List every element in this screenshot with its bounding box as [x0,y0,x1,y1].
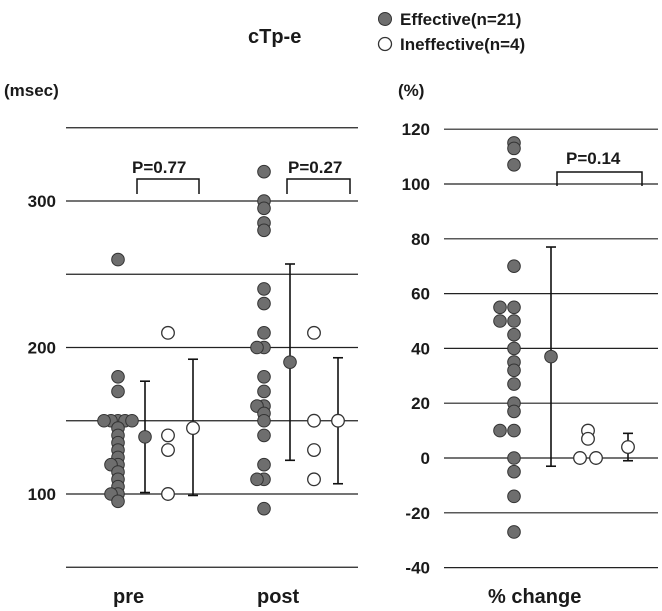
y-tick-label: 100 [28,485,56,504]
legend-ineffective-label: Ineffective(n=4) [400,35,525,54]
y-tick-label: 40 [411,339,430,358]
point-change-ineffective [589,451,603,465]
x-label-pre: pre [113,586,144,608]
point-pre-ineffective [161,428,175,443]
point-change-effective [507,525,521,539]
point-change-effective [507,300,521,315]
y-tick-label: 80 [411,230,430,249]
summary-pre-effective-mean [138,430,152,444]
left-unit-label: (msec) [4,81,59,100]
point-change-effective [507,464,521,479]
legend-effective-label: Effective(n=21) [400,10,521,29]
p-bracket-pre [136,178,200,194]
y-tick-label: 60 [411,285,430,304]
point-post-ineffective [307,413,321,428]
summary-post-ineffective-mean [331,413,345,428]
legend-ineffective-marker [377,36,393,52]
point-post-effective [250,340,264,355]
chart-title: cTp-e [248,26,301,48]
point-post-effective [257,370,271,384]
point-post-ineffective [307,443,321,458]
left-gridlines [66,127,358,568]
summary-pre-ineffective-mean [186,421,200,436]
summary-post-effective-mean [283,355,297,369]
y-tick-label: 20 [411,394,430,413]
y-tick-label: 120 [402,120,430,139]
y-tick-label: 0 [421,449,430,468]
point-pre-effective [111,384,125,399]
p-bracket-post [286,178,351,194]
left-y-ticks: 100 200 300 [28,192,56,504]
y-tick-label: -20 [405,504,430,523]
point-pre-effective [111,252,125,267]
summary-change-effective-mean [544,349,558,364]
y-tick-label: 200 [28,339,56,358]
point-post-effective [257,296,271,311]
point-pre-effective [97,413,111,428]
point-change-effective [507,141,521,156]
point-post-effective [257,384,271,399]
point-pre-ineffective [161,325,175,340]
point-change-effective [507,404,521,419]
point-post-effective [257,457,271,472]
point-pre-ineffective [161,487,175,501]
point-pre-effective [125,413,139,428]
point-change-ineffective [581,431,595,446]
right-y-ticks: 120 100 80 60 40 20 0 -20 -40 [402,120,430,577]
left-plot-marks [97,164,345,516]
point-post-effective [257,282,271,296]
y-tick-label: -40 [405,559,430,578]
point-post-effective [250,472,264,487]
point-change-effective [493,300,507,315]
point-post-effective [257,223,271,238]
p-value-post: P=0.27 [288,158,342,177]
point-change-effective [507,341,521,356]
point-change-effective [507,423,521,438]
point-change-effective [507,363,521,378]
point-change-effective [493,314,507,328]
y-tick-label: 300 [28,192,56,211]
point-change-effective [507,314,521,328]
x-label-change: % change [488,586,581,608]
point-post-ineffective [307,472,321,487]
p-value-change: P=0.14 [566,149,621,168]
point-post-effective [257,326,271,340]
point-change-ineffective [573,451,587,465]
point-change-effective [507,451,521,465]
point-pre-effective [111,370,125,384]
point-pre-effective [111,494,125,509]
point-change-effective [493,423,507,438]
right-plot-marks [493,136,635,539]
x-label-post: post [257,586,300,608]
point-change-effective [507,158,521,172]
legend-effective-marker [378,12,392,26]
p-value-pre: P=0.77 [132,158,186,177]
point-post-effective [257,501,271,516]
summary-change-ineffective-mean [621,440,635,454]
point-post-effective [257,428,271,443]
point-change-effective [507,377,521,391]
point-pre-ineffective [161,443,175,458]
point-post-effective [257,413,271,428]
point-post-ineffective [307,325,321,340]
p-bracket-change [556,171,643,186]
point-post-effective [257,164,271,179]
point-change-effective [507,489,521,504]
point-post-effective [257,201,271,216]
y-tick-label: 100 [402,175,430,194]
right-unit-label: (%) [398,81,424,100]
point-change-effective [507,327,521,342]
point-change-effective [507,259,521,274]
